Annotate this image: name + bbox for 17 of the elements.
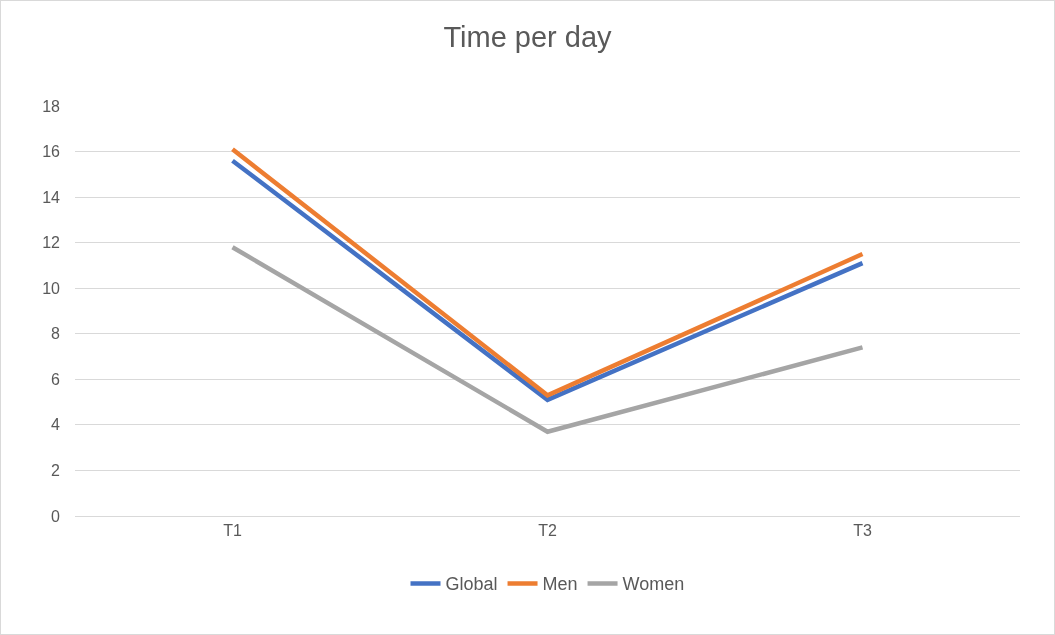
x-tick-label: T3 [853, 522, 872, 540]
legend-label: Women [622, 574, 685, 595]
y-tick-label: 10 [42, 279, 61, 297]
y-tick-label: 18 [42, 97, 61, 115]
chart-title: Time per day [443, 20, 613, 53]
y-tick-label: 6 [51, 370, 61, 388]
y-tick-label: 16 [42, 143, 61, 161]
y-tick-label: 14 [42, 188, 61, 206]
y-tick-label: 0 [51, 507, 61, 525]
y-tick-label: 4 [51, 416, 61, 434]
legend-label: Men [542, 574, 578, 595]
y-tick-label: 2 [51, 462, 61, 480]
y-tick-label: 12 [42, 234, 61, 252]
legend-label: Global [445, 574, 498, 595]
y-tick-label: 8 [51, 325, 61, 343]
x-tick-label: T1 [223, 522, 242, 540]
x-tick-label: T2 [538, 522, 557, 540]
